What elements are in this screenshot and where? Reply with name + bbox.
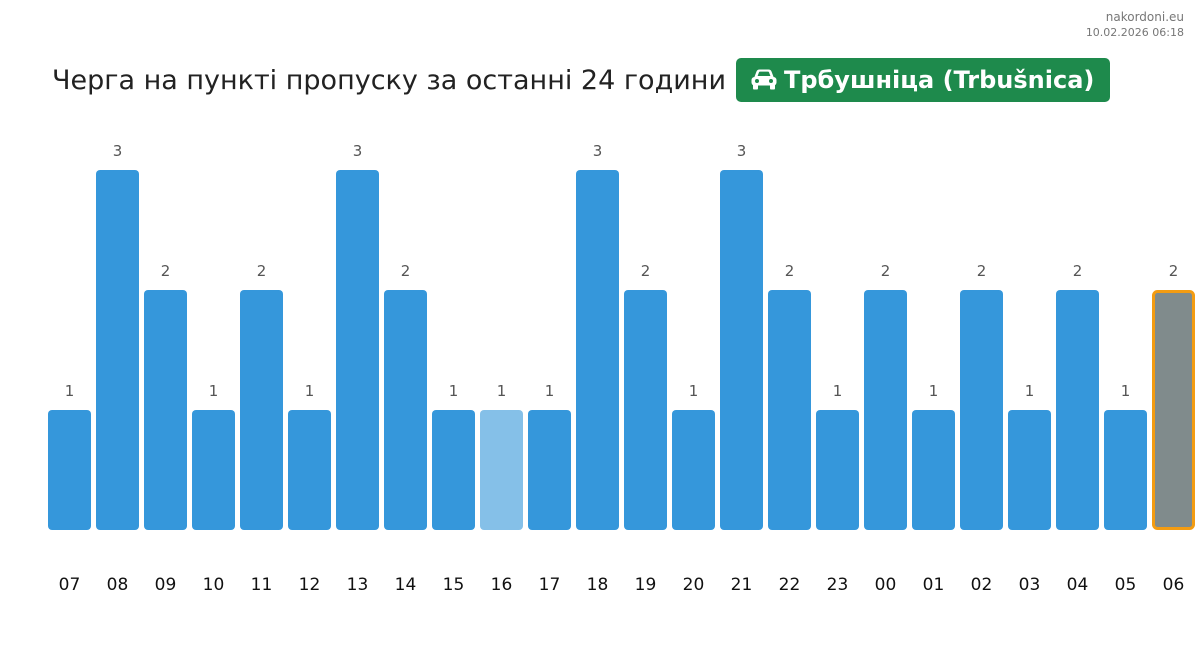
x-tick-label-18: 18	[587, 575, 609, 595]
value-label-17: 1	[545, 382, 555, 400]
value-label-04: 2	[1073, 262, 1083, 280]
bar-23	[816, 410, 859, 530]
x-tick-label-21: 21	[731, 575, 753, 595]
value-label-05: 1	[1121, 382, 1131, 400]
bar-10	[192, 410, 235, 530]
bar-09	[144, 290, 187, 530]
x-tick-label-15: 15	[443, 575, 465, 595]
x-tick-label-03: 03	[1019, 575, 1041, 595]
x-tick-label-04: 04	[1067, 575, 1089, 595]
source-site: nakordoni.eu	[1105, 10, 1184, 24]
bar-22	[768, 290, 811, 530]
bar-11	[240, 290, 283, 530]
value-label-16: 1	[497, 382, 507, 400]
chart-header: Черга на пункті пропуску за останні 24 г…	[52, 58, 1111, 102]
x-tick-label-06: 06	[1163, 575, 1185, 595]
x-tick-label-01: 01	[923, 575, 945, 595]
bar-17	[528, 410, 571, 530]
crossing-name: Трбушніца (Trbušnica)	[784, 66, 1095, 94]
bar-00	[864, 290, 907, 530]
x-tick-label-10: 10	[203, 575, 225, 595]
value-label-22: 2	[785, 262, 795, 280]
value-label-08: 3	[113, 142, 123, 160]
value-label-06: 2	[1169, 262, 1179, 280]
x-tick-label-09: 09	[155, 575, 177, 595]
x-tick-label-23: 23	[827, 575, 849, 595]
bar-05	[1104, 410, 1147, 530]
bar-04	[1056, 290, 1099, 530]
bar-08	[96, 170, 139, 530]
x-tick-label-20: 20	[683, 575, 705, 595]
value-label-21: 3	[737, 142, 747, 160]
value-label-13: 3	[353, 142, 363, 160]
value-label-03: 1	[1025, 382, 1035, 400]
x-tick-label-19: 19	[635, 575, 657, 595]
crossing-badge: Трбушніца (Trbušnica)	[736, 58, 1111, 102]
bar-12	[288, 410, 331, 530]
x-tick-label-22: 22	[779, 575, 801, 595]
value-label-00: 2	[881, 262, 891, 280]
value-label-12: 1	[305, 382, 315, 400]
value-label-10: 1	[209, 382, 219, 400]
bar-15	[432, 410, 475, 530]
value-label-18: 3	[593, 142, 603, 160]
x-tick-label-12: 12	[299, 575, 321, 595]
bar-13	[336, 170, 379, 530]
x-tick-label-00: 00	[875, 575, 897, 595]
x-tick-label-05: 05	[1115, 575, 1137, 595]
x-tick-label-13: 13	[347, 575, 369, 595]
bar-01	[912, 410, 955, 530]
x-tick-label-02: 02	[971, 575, 993, 595]
value-label-23: 1	[833, 382, 843, 400]
bar-02	[960, 290, 1003, 530]
chart-title: Черга на пункті пропуску за останні 24 г…	[52, 64, 726, 96]
bar-07	[48, 410, 91, 530]
source-info: nakordoni.eu 10.02.2026 06:18	[1086, 9, 1184, 41]
bar-14	[384, 290, 427, 530]
bar-19	[624, 290, 667, 530]
bar-16	[480, 410, 523, 530]
value-label-02: 2	[977, 262, 987, 280]
x-tick-label-07: 07	[59, 575, 81, 595]
x-tick-label-16: 16	[491, 575, 513, 595]
value-label-20: 1	[689, 382, 699, 400]
source-timestamp: 10.02.2026 06:18	[1085, 26, 1184, 39]
bar-18	[576, 170, 619, 530]
value-label-11: 2	[257, 262, 267, 280]
value-label-19: 2	[641, 262, 651, 280]
bar-03	[1008, 410, 1051, 530]
x-tick-label-14: 14	[395, 575, 417, 595]
x-tick-label-17: 17	[539, 575, 561, 595]
x-tick-label-11: 11	[251, 575, 273, 595]
value-label-07: 1	[65, 382, 75, 400]
bar-06	[1152, 290, 1195, 530]
bar-20	[672, 410, 715, 530]
value-label-14: 2	[401, 262, 411, 280]
bar-21	[720, 170, 763, 530]
car-icon	[751, 69, 777, 90]
value-label-15: 1	[449, 382, 459, 400]
value-label-01: 1	[929, 382, 939, 400]
x-tick-label-08: 08	[107, 575, 129, 595]
value-label-09: 2	[161, 262, 171, 280]
